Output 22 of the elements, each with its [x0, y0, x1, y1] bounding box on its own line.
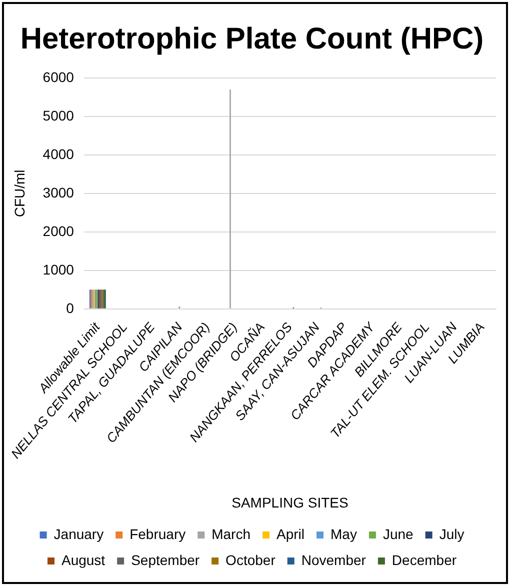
y-tick-label: 0 [66, 300, 74, 316]
chart-title: Heterotrophic Plate Count (HPC) [20, 22, 484, 56]
legend-label: August [61, 552, 106, 568]
legend-label: November [301, 552, 366, 568]
legend-label: June [382, 526, 414, 542]
y-tick-label: 6000 [42, 68, 74, 85]
y-axis-title: CFU/ml [11, 170, 28, 218]
legend-label: February [130, 526, 186, 542]
legend-label: July [439, 526, 464, 542]
legend-label: April [276, 526, 305, 542]
legend-label: March [212, 526, 251, 542]
x-axis-title: SAMPLING SITES [232, 494, 348, 510]
legend-label: October [226, 552, 276, 568]
legend-label: January [54, 526, 104, 542]
legend-label: September [131, 552, 200, 568]
legend-label: May [330, 526, 357, 542]
y-tick-label: 3000 [42, 184, 74, 200]
y-tick-label: 2000 [42, 222, 74, 239]
y-tick-label: 5000 [42, 107, 74, 124]
legend-label: December [392, 552, 457, 568]
y-tick-label: 1000 [42, 261, 74, 278]
y-tick-label: 4000 [42, 146, 74, 162]
